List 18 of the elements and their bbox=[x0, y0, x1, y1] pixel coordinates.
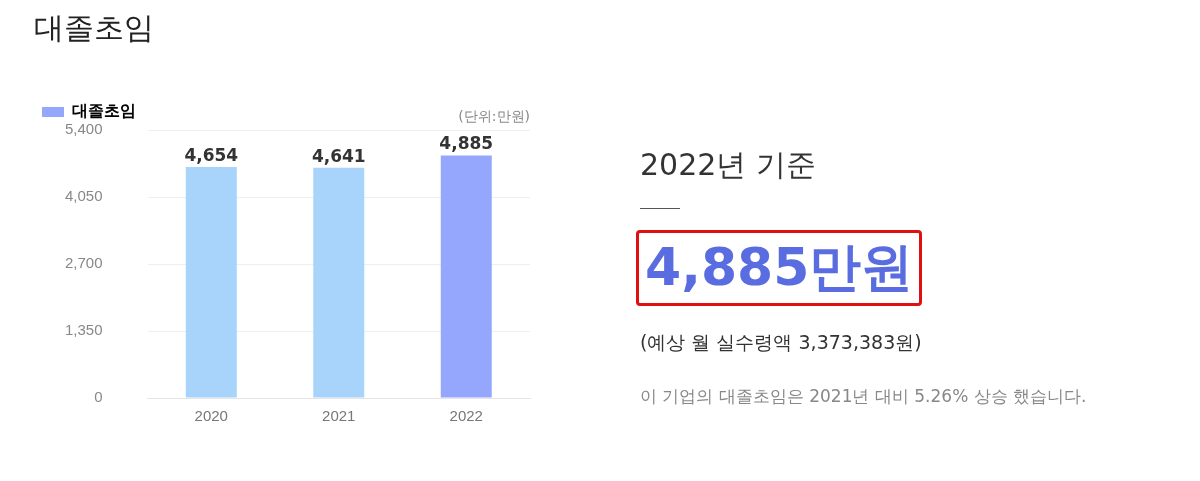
legend-label: 대졸초임 bbox=[72, 102, 136, 120]
data-label: 4,885 bbox=[439, 133, 494, 154]
y-tick-label: 4,050 bbox=[64, 187, 103, 205]
y-tick-label: 2,700 bbox=[64, 254, 103, 272]
chart-title: 대졸초임 bbox=[34, 9, 154, 47]
text: 2022년 기준 bbox=[640, 146, 816, 184]
data-label: 4,654 bbox=[184, 144, 239, 165]
y-tick-label: 0 bbox=[94, 388, 103, 406]
x-tick-label: 2021 bbox=[322, 407, 356, 425]
data-label: 4,641 bbox=[311, 145, 366, 166]
y-tick-label: 1,350 bbox=[64, 321, 103, 339]
x-tick-label: 2022 bbox=[449, 407, 483, 425]
x-tick-label: 2020 bbox=[194, 407, 228, 425]
text: (예상 월 실수령액 3,373,383원) bbox=[640, 330, 922, 355]
text: 이 기업의 대졸초임은 2021년 대비 5.26% 상승 했습니다. bbox=[640, 385, 1087, 408]
text: 4,885만원 bbox=[636, 230, 923, 306]
text: (단위:만원) bbox=[457, 108, 530, 126]
y-tick-label: 5,400 bbox=[64, 120, 103, 138]
